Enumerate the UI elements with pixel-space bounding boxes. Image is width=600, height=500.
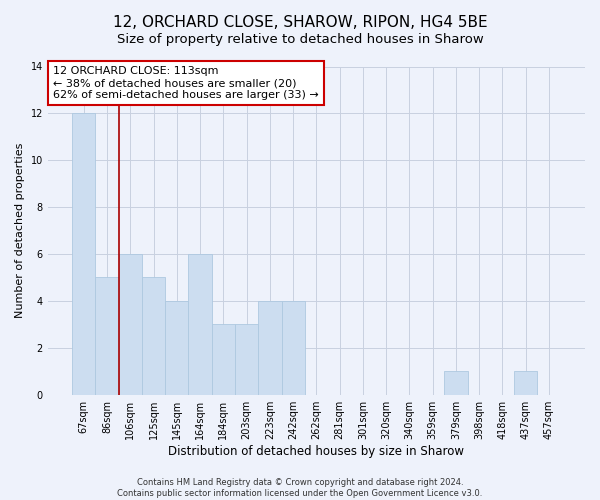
Bar [72,114,95,394]
Bar [119,254,142,394]
Bar [445,372,467,394]
Text: Contains HM Land Registry data © Crown copyright and database right 2024.
Contai: Contains HM Land Registry data © Crown c… [118,478,482,498]
Bar [258,301,281,394]
Text: 12 ORCHARD CLOSE: 113sqm
← 38% of detached houses are smaller (20)
62% of semi-d: 12 ORCHARD CLOSE: 113sqm ← 38% of detach… [53,66,319,100]
Bar [188,254,212,394]
Bar [95,278,119,394]
Bar [514,372,538,394]
Bar [235,324,258,394]
Text: 12, ORCHARD CLOSE, SHAROW, RIPON, HG4 5BE: 12, ORCHARD CLOSE, SHAROW, RIPON, HG4 5B… [113,15,487,30]
Y-axis label: Number of detached properties: Number of detached properties [15,143,25,318]
Bar [165,301,188,394]
X-axis label: Distribution of detached houses by size in Sharow: Distribution of detached houses by size … [169,444,464,458]
Bar [281,301,305,394]
Text: Size of property relative to detached houses in Sharow: Size of property relative to detached ho… [116,32,484,46]
Bar [142,278,165,394]
Bar [212,324,235,394]
